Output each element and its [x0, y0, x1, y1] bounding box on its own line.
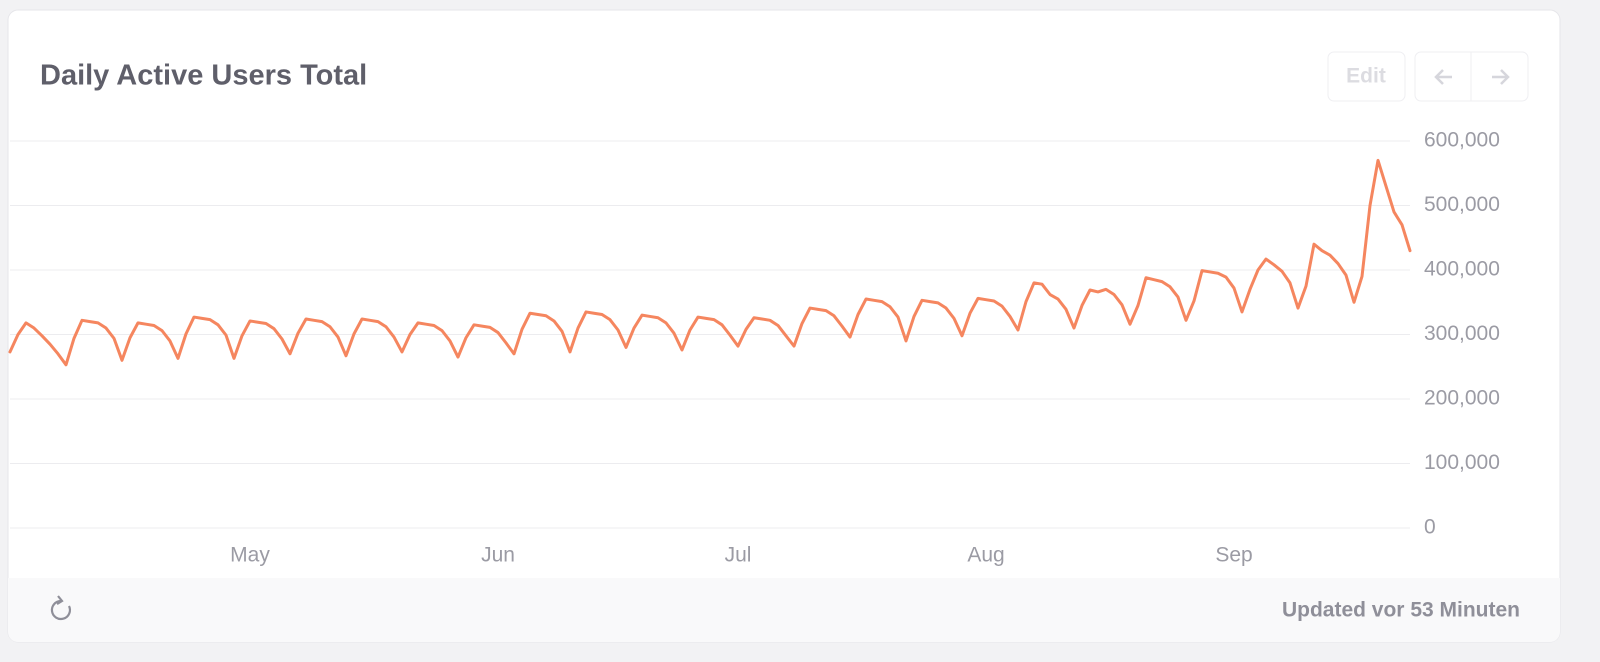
data-line	[8, 158, 1412, 367]
card-footer	[8, 578, 1560, 642]
y-tick-label: 500,000	[1424, 193, 1500, 216]
x-tick-label: Aug	[967, 544, 1004, 567]
next-button[interactable]	[1492, 69, 1510, 85]
x-tick-label: May	[230, 544, 270, 567]
edit-label[interactable]: Edit	[1346, 65, 1386, 88]
chart-title: Daily Active Users Total	[40, 60, 367, 92]
updated-status: Updated vor 53 Minuten	[1282, 599, 1520, 622]
y-tick-label: 0	[1424, 516, 1436, 539]
edit-button[interactable]	[1327, 51, 1406, 102]
x-tick-label: Sep	[1215, 544, 1252, 567]
y-tick-label: 200,000	[1424, 387, 1500, 410]
y-tick-label: 100,000	[1424, 451, 1500, 474]
y-tick-label: 400,000	[1424, 258, 1500, 281]
x-tick-label: Jun	[481, 544, 515, 567]
refresh-button[interactable]	[50, 595, 72, 621]
y-tick-label: 600,000	[1424, 129, 1500, 152]
prev-button[interactable]	[1434, 69, 1452, 85]
x-tick-label: Jul	[725, 544, 752, 567]
y-tick-label: 300,000	[1424, 322, 1500, 345]
